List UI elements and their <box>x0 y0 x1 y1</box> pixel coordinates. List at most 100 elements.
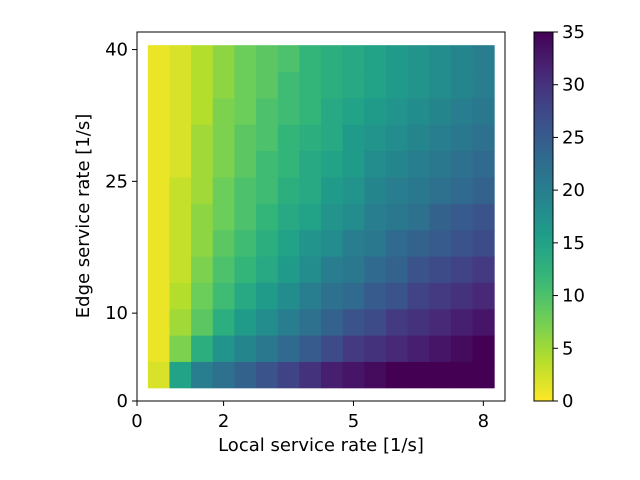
heatmap-cell <box>299 203 322 231</box>
heatmap-cell <box>450 150 474 178</box>
heatmap-cell <box>212 335 235 362</box>
heatmap-cell <box>450 282 474 310</box>
heatmap-cell <box>321 176 344 204</box>
heatmap-cell <box>299 71 322 99</box>
heatmap-cell <box>169 150 192 178</box>
heatmap-cell <box>191 361 214 389</box>
heatmap-cell <box>191 176 214 204</box>
heatmap-cell <box>321 203 344 231</box>
heatmap-cell <box>472 335 495 362</box>
heatmap-cell <box>429 203 452 231</box>
heatmap-cell <box>342 308 365 336</box>
heatmap-cell <box>472 176 495 204</box>
heatmap-cell <box>234 229 257 257</box>
heatmap-cell <box>429 176 452 204</box>
heatmap-cell <box>429 150 452 178</box>
y-tick-label: 25 <box>105 171 128 192</box>
heatmap-cell <box>450 203 474 231</box>
heatmap-cell <box>407 45 430 73</box>
heatmap-cell <box>321 124 344 152</box>
heatmap-cell <box>191 45 214 73</box>
colorbar-tick-label: 35 <box>562 22 585 43</box>
heatmap-cell <box>256 335 279 362</box>
heatmap-cell <box>191 203 214 231</box>
heatmap-cell <box>212 45 235 73</box>
heatmap-cell <box>472 361 495 389</box>
heatmap-cell <box>429 361 452 389</box>
heatmap-cell <box>256 45 279 73</box>
heatmap-cell <box>169 229 192 257</box>
heatmap-cell <box>277 71 300 99</box>
heatmap-cell <box>342 97 365 125</box>
heatmap-cell <box>234 335 257 362</box>
heatmap-cell <box>429 335 452 362</box>
heatmap-cell <box>191 124 214 152</box>
heatmap-cell <box>256 229 279 257</box>
heatmap-cell <box>191 335 214 362</box>
heatmap-cell <box>472 229 495 257</box>
heatmap-cell <box>256 71 279 99</box>
heatmap-cell <box>385 229 409 257</box>
heatmap-cell <box>277 361 300 389</box>
heatmap-cell <box>321 229 344 257</box>
heatmap-cell <box>342 256 365 283</box>
heatmap-cell <box>212 150 235 178</box>
heatmap-cell <box>277 229 300 257</box>
heatmap-cell <box>299 335 322 362</box>
heatmap-cell <box>169 97 192 125</box>
heatmap-cell <box>234 176 257 204</box>
heatmap-cell <box>385 124 409 152</box>
heatmap-cell <box>364 97 387 125</box>
heatmap-cell <box>191 229 214 257</box>
heatmap-cell <box>364 71 387 99</box>
heatmap-cell <box>472 97 495 125</box>
heatmap-cell <box>407 150 430 178</box>
heatmap-cell <box>169 203 192 231</box>
heatmap-cell <box>385 256 409 283</box>
heatmap-cell <box>364 229 387 257</box>
heatmap-cell <box>472 150 495 178</box>
heatmap-cell <box>429 124 452 152</box>
heatmap-cell <box>429 229 452 257</box>
heatmap-cell <box>277 176 300 204</box>
heatmap-cell <box>147 282 170 310</box>
heatmap-cell <box>169 335 192 362</box>
heatmap-cell <box>256 308 279 336</box>
heatmap-cell <box>147 150 170 178</box>
heatmap-cell <box>321 71 344 99</box>
heatmap-cell <box>321 150 344 178</box>
heatmap-cell <box>385 71 409 99</box>
heatmap-cell <box>147 176 170 204</box>
heatmap-cell <box>450 256 474 283</box>
heatmap-cell <box>147 335 170 362</box>
heatmap-cell <box>299 97 322 125</box>
heatmap-cell <box>169 256 192 283</box>
heatmap-cell <box>450 124 474 152</box>
heatmap-cell <box>299 282 322 310</box>
heatmap-cell <box>450 335 474 362</box>
heatmap-cell <box>385 45 409 73</box>
heatmap-cell <box>450 176 474 204</box>
heatmap-cell <box>385 176 409 204</box>
heatmap-cell <box>299 256 322 283</box>
heatmap-cell <box>342 124 365 152</box>
heatmap-cell <box>234 203 257 231</box>
heatmap-cell <box>450 45 474 73</box>
heatmap-cell <box>147 45 170 73</box>
y-tick-label: 0 <box>117 391 128 412</box>
heatmap-cell <box>407 308 430 336</box>
heatmap-cell <box>450 229 474 257</box>
heatmap-cell <box>191 308 214 336</box>
heatmap-cell <box>299 124 322 152</box>
colorbar-tick-label: 25 <box>562 127 585 148</box>
colorbar-tick-label: 10 <box>562 286 585 307</box>
heatmap-cell <box>321 308 344 336</box>
heatmap-cell <box>472 71 495 99</box>
heatmap-cell <box>169 124 192 152</box>
heatmap-cell <box>342 361 365 389</box>
heatmap-cell <box>169 71 192 99</box>
heatmap-cell <box>407 229 430 257</box>
heatmap-cell <box>191 150 214 178</box>
heatmap-cell <box>407 282 430 310</box>
heatmap-cell <box>342 203 365 231</box>
